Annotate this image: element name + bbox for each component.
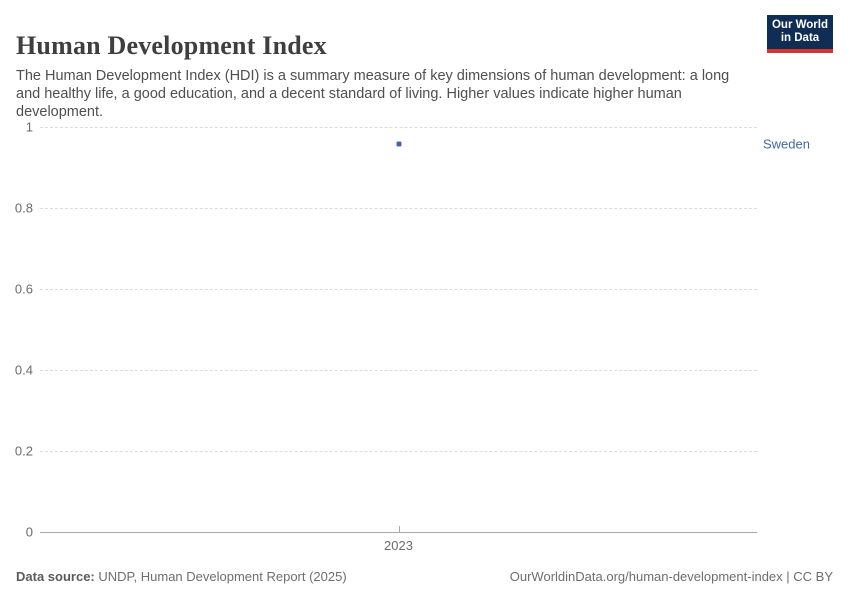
owid-logo-line1: Our World: [771, 19, 828, 31]
gridline: [40, 450, 757, 452]
footer: Data source: UNDP, Human Development Rep…: [16, 569, 833, 584]
x-axis-line: [40, 531, 757, 533]
owid-logo-box: Our World in Data: [767, 15, 833, 49]
gridline: [40, 369, 757, 371]
data-source-note: Data source: UNDP, Human Development Rep…: [16, 569, 347, 584]
data-point-sweden[interactable]: [396, 141, 401, 147]
data-source-label: Data source:: [16, 569, 95, 584]
gridline: [40, 207, 757, 209]
owid-logo-bar: [767, 49, 833, 53]
entity-label-sweden[interactable]: Sweden: [763, 136, 810, 152]
y-axis-tick-label: 0: [25, 524, 33, 539]
gridline: [40, 288, 757, 290]
y-axis-tick-label: 0.2: [14, 443, 33, 459]
data-source-text: UNDP, Human Development Report (2025): [94, 569, 347, 584]
chart-subtitle: The Human Development Index (HDI) is a s…: [16, 67, 730, 120]
y-axis-tick-label: 0.8: [14, 200, 33, 216]
gridline: [40, 127, 757, 128]
x-axis-tick-label: 2023: [384, 538, 413, 553]
chart-title: Human Development Index: [16, 31, 327, 61]
footer-link[interactable]: OurWorldinData.org/human-development-ind…: [509, 569, 833, 584]
y-axis-tick-label: 1: [25, 119, 33, 135]
owid-logo: Our World in Data: [767, 15, 833, 53]
owid-logo-line2: in Data: [780, 32, 820, 44]
x-axis-tick: [398, 525, 400, 532]
y-axis-tick-label: 0.4: [14, 362, 33, 378]
y-axis-tick-label: 0.6: [14, 281, 33, 297]
